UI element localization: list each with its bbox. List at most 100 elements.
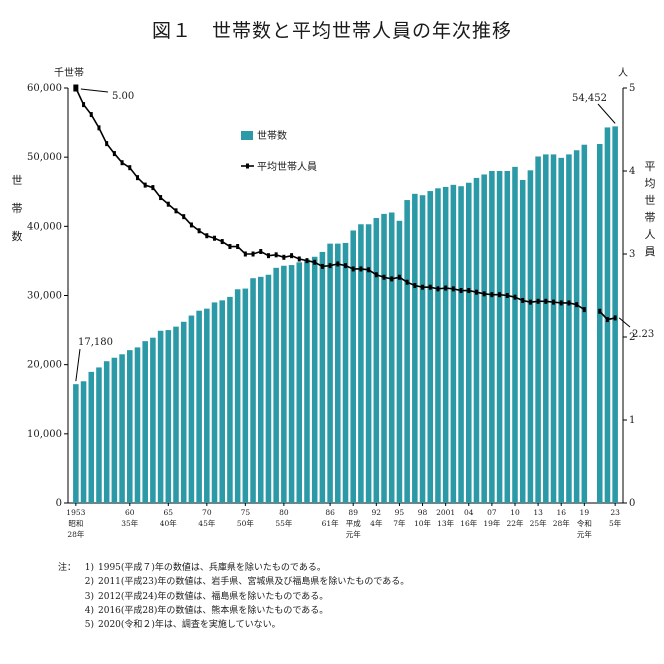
line-point [82,102,86,108]
line-point [313,259,317,265]
line-point [528,299,532,305]
chart-title: 図１ 世帯数と平均世帯人員の年次推移 [151,20,512,42]
footnote-number: 1) [84,563,94,573]
line-point [397,274,401,280]
bar-households [365,224,372,503]
x-tick-label: 70 45年 [198,508,216,528]
footnote-prefix [58,575,76,589]
bar-households [465,182,472,503]
x-tick-label: 95 7年 [393,508,406,528]
line-point [89,112,93,118]
bar-households [581,144,588,503]
bar-households [250,278,256,503]
line-point [220,239,224,245]
footnote-prefix: 注： [58,563,77,573]
footnote-row: 2) 2011(平成23)年の数値は、岩手県、宮城県及び福島県を除いたものである。 [58,575,410,589]
bar-households [281,265,287,503]
bar-households [489,171,495,503]
line-point [135,175,139,181]
bar-households [419,195,426,503]
bar-households [543,154,549,503]
bar-households [450,184,457,503]
line-point [559,300,563,306]
line-point [536,298,540,304]
bar-households [73,384,79,503]
line-point [459,288,463,294]
annotation-arrow [597,103,616,124]
bar-households [204,308,210,503]
bar-households [519,179,526,504]
footnote-text: 2020(令和２)年は、調査を実施していない。 [98,620,281,631]
bar-households [296,262,303,503]
footnote-prefix [58,604,76,618]
bar-households [96,367,102,503]
x-tick-label: 98 10年 [414,508,432,528]
footnote-number: 2) [84,577,94,588]
x-tick-label: 2001 13年 [436,508,455,528]
line-point [274,252,278,258]
line-point [166,201,170,207]
right-axis-unit: 人 [618,67,628,79]
line-point [213,235,217,241]
footnote-text: 2012(平成24)年の数値は、福島県を除いたものである。 [98,591,329,602]
line-point [390,276,394,282]
bar-households [527,170,534,503]
annotation-arrow [75,348,81,382]
line-point [482,291,486,297]
bar-households [150,337,156,503]
bar-households [196,310,202,503]
right-tick-label: 0 [629,498,635,509]
line-point [467,288,471,294]
bar-households [612,126,618,504]
x-tick-label: 10 22年 [506,508,524,528]
x-tick-label: 16 28年 [553,508,571,528]
left-tick-label: 30,000 [27,291,62,302]
bar-households [342,242,349,503]
bar-households [435,188,441,504]
footnote-text: 2011(平成23)年の数値は、岩手県、宮城県及び福島県を除いたものである。 [98,577,410,588]
bar-households [180,321,187,503]
bar-households [142,341,148,503]
line-point [613,315,617,321]
line-point [552,299,556,305]
line-point [605,317,609,323]
right-tick-label: 1 [629,415,635,426]
line-point [243,251,247,257]
line-point [582,307,586,313]
line-point [328,263,332,269]
x-tick-label: 19 令和元年 [577,508,592,539]
bar-households [412,193,418,503]
x-tick-label: 23 5年 [609,508,622,528]
x-tick-label: 75 50年 [237,508,255,528]
x-tick-label: 04 16年 [460,508,478,528]
footnote-row: 5) 2020(令和２)年は、調査を実施していない。 [58,618,409,632]
x-tick-label: 1953 昭和 28年 [66,508,85,539]
x-tick-label: 60 35年 [121,508,139,528]
line-point [174,208,178,214]
right-tick-label: 2 [629,332,635,343]
left-axis-label: 世帯数 [12,174,23,243]
bar-households [481,174,487,503]
line-point [205,233,209,239]
bar-households [242,288,249,503]
bar-households [188,315,195,503]
bar-households [596,144,603,503]
line-point [405,279,409,285]
bar-households [573,150,580,503]
x-tick-label: 89 平成元年 [346,508,361,539]
bar-households [496,171,503,503]
bar-households [319,251,326,503]
line-point [575,302,579,308]
left-tick-label: 20,000 [27,360,62,371]
bar-households [119,354,125,503]
bar-households [381,213,387,503]
bar-households [227,296,233,503]
line-point [228,244,232,250]
bar-households [111,357,118,503]
x-tick-label: 80 55年 [275,508,293,528]
line-point [428,284,432,290]
line-point [351,266,355,272]
line-point [290,253,294,259]
line-point [567,300,571,306]
line-point [505,293,509,298]
